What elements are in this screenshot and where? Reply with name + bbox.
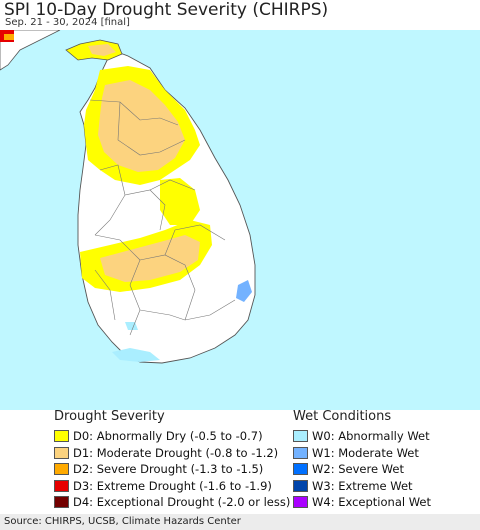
legend-swatch-d1: [54, 446, 69, 459]
east-d0-patch: [160, 178, 200, 225]
legend-item-d2: D2: Severe Drought (-1.3 to -1.5): [54, 461, 290, 478]
legend-item-w2: W2: Severe Wet: [293, 461, 431, 478]
map-title: SPI 10-Day Drought Severity (CHIRPS): [4, 0, 329, 20]
legend-swatch-d3: [54, 479, 69, 492]
legend-swatch-w0: [293, 430, 308, 443]
map-subtitle: Sep. 21 - 30, 2024 [final]: [5, 17, 130, 28]
legend-item-d1: D1: Moderate Drought (-0.8 to -1.2): [54, 445, 290, 462]
legend-swatch-w4: [293, 496, 308, 509]
drought-legend-heading: Drought Severity: [54, 409, 165, 424]
wet-legend: Wet Conditions W0: Abnormally Wet W1: Mo…: [293, 409, 431, 511]
east-wet-patch: [236, 280, 252, 302]
legend-label-w4: W4: Exceptional Wet: [312, 495, 431, 510]
legend-swatch-w1: [293, 446, 308, 459]
drought-legend: Drought Severity D0: Abnormally Dry (-0.…: [54, 409, 290, 511]
legend-label-d3: D3: Extreme Drought (-1.6 to -1.9): [73, 478, 272, 493]
legend-swatch-d0: [54, 430, 69, 443]
legend-item-w3: W3: Extreme Wet: [293, 478, 431, 495]
district-boundaries: [89, 99, 236, 336]
legend-label-w1: W1: Moderate Wet: [312, 445, 419, 460]
legend-label-d1: D1: Moderate Drought (-0.8 to -1.2): [73, 445, 279, 460]
south-wet-patch: [112, 348, 160, 362]
legend-item-d4: D4: Exceptional Drought (-2.0 or less): [54, 494, 290, 511]
legend-label-d4: D4: Exceptional Drought (-2.0 or less): [73, 495, 291, 510]
legend-item-w4: W4: Exceptional Wet: [293, 494, 431, 511]
wet-legend-heading: Wet Conditions: [293, 409, 392, 424]
jaffna-d1: [88, 44, 116, 56]
south-wet-patch-2: [125, 322, 138, 330]
legend-label-w2: W2: Severe Wet: [312, 462, 404, 477]
legend-item-d0: D0: Abnormally Dry (-0.5 to -0.7): [54, 428, 290, 445]
legend-swatch-d2: [54, 463, 69, 476]
legend-label-d2: D2: Severe Drought (-1.3 to -1.5): [73, 462, 264, 477]
legend-swatch-w3: [293, 479, 308, 492]
india-coast: [0, 30, 61, 71]
south-d1-zone: [100, 235, 200, 282]
legend-item-w1: W1: Moderate Wet: [293, 445, 431, 462]
source-credit: Source: CHIRPS, UCSB, Climate Hazards Ce…: [0, 514, 480, 530]
legend-swatch-d4: [54, 496, 69, 509]
legend-item-d3: D3: Extreme Drought (-1.6 to -1.9): [54, 478, 290, 495]
legend-label-w0: W0: Abnormally Wet: [312, 429, 430, 444]
legend-item-w0: W0: Abnormally Wet: [293, 428, 431, 445]
india-drought-patch-2: [4, 34, 14, 40]
legend-label-d0: D0: Abnormally Dry (-0.5 to -0.7): [73, 429, 263, 444]
legend-label-w3: W3: Extreme Wet: [312, 478, 413, 493]
legend-swatch-w2: [293, 463, 308, 476]
drought-map: [0, 30, 480, 410]
